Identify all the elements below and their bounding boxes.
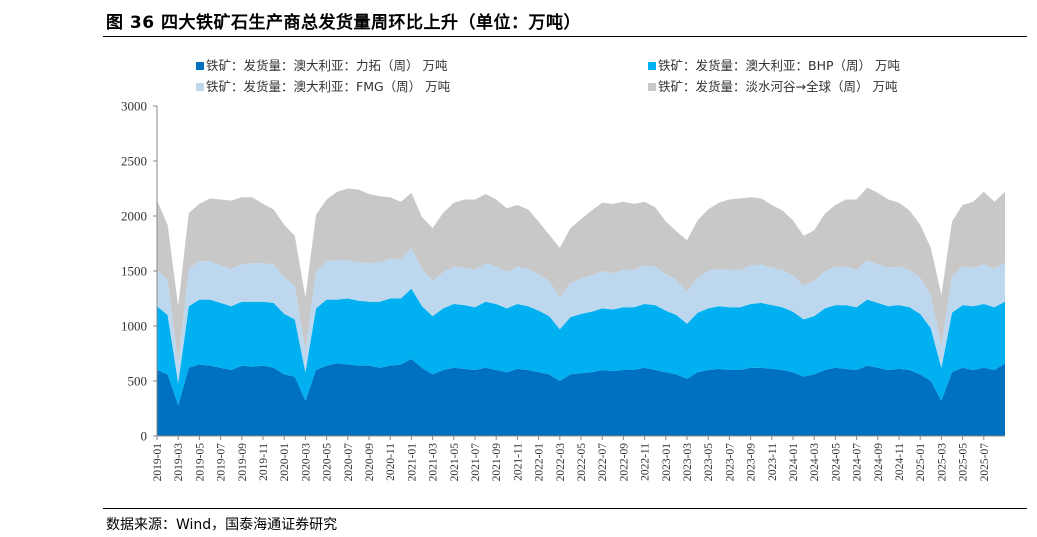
x-tick-label: 2019-03 — [173, 443, 185, 482]
x-tick-label: 2022-07 — [597, 443, 609, 482]
x-tick-label: 2024-09 — [873, 443, 885, 482]
x-tick-label: 2024-07 — [852, 443, 864, 482]
x-tick-label: 2021-09 — [491, 443, 503, 482]
x-tick-label: 2020-03 — [300, 443, 312, 482]
legend-label: 铁矿：发货量：澳大利亚：FMG（周） 万吨 — [206, 79, 451, 94]
x-tick-label: 2019-01 — [152, 443, 164, 482]
area-series-3 — [157, 247, 1005, 384]
legend-swatch — [196, 83, 204, 91]
legend: 铁矿：发货量：澳大利亚：力拓（周） 万吨 铁矿：发货量：澳大利亚：BHP（周） 万… — [196, 58, 900, 94]
area-series-group — [157, 187, 1005, 436]
x-tick-label: 2019-05 — [194, 443, 206, 482]
source-note: 数据来源：Wind，国泰海通证券研究 — [106, 517, 338, 533]
x-tick-label: 2022-11 — [640, 443, 652, 481]
y-tick-label: 1000 — [121, 319, 147, 334]
x-tick-label: 2025-01 — [915, 443, 927, 482]
legend-label: 铁矿：发货量：澳大利亚：力拓（周） 万吨 — [206, 58, 448, 73]
x-tick-label: 2023-09 — [746, 443, 758, 482]
y-tick-label: 0 — [141, 429, 148, 444]
y-tick-label: 2000 — [121, 209, 147, 224]
x-tick-label: 2021-07 — [470, 443, 482, 482]
x-tick-label: 2025-07 — [979, 443, 991, 482]
x-tick-label: 2022-09 — [618, 443, 630, 482]
x-tick-label: 2024-05 — [830, 443, 842, 482]
x-tick-label: 2020-09 — [364, 443, 376, 482]
x-tick-label: 2023-03 — [682, 443, 694, 482]
x-tick-label: 2020-11 — [385, 443, 397, 481]
x-tick-label: 2023-07 — [724, 443, 736, 482]
x-tick-label: 2024-01 — [788, 443, 800, 482]
legend-label: 铁矿：发货量：淡水河谷→全球（周） 万吨 — [658, 79, 898, 94]
area-series-2 — [157, 288, 1005, 406]
x-tick-label: 2021-05 — [449, 443, 461, 482]
x-tick-label: 2020-07 — [343, 443, 355, 482]
legend-swatch — [196, 62, 204, 70]
x-tick-label: 2020-01 — [279, 443, 291, 482]
x-tick-label: 2019-07 — [216, 443, 228, 482]
legend-swatch — [648, 62, 656, 70]
x-tick-label: 2023-01 — [661, 443, 673, 482]
x-tick-label: 2021-01 — [406, 443, 418, 482]
y-tick-label: 3000 — [121, 99, 147, 114]
figure-title: 图 36 四大铁矿石生产商总发货量周环比上升（单位：万吨） — [106, 13, 581, 33]
x-tick-label: 2019-09 — [237, 443, 249, 482]
x-tick-label: 2021-11 — [512, 443, 524, 481]
y-tick-label: 500 — [128, 374, 148, 389]
legend-label: 铁矿：发货量：澳大利亚：BHP（周） 万吨 — [658, 58, 900, 73]
legend-swatch — [648, 83, 656, 91]
title-rule — [103, 36, 1027, 37]
area-series-4 — [157, 187, 1005, 364]
x-tick-label: 2019-11 — [258, 443, 270, 481]
source-rule — [103, 508, 1027, 509]
axes-group: 0 500 1000 1500 2000 2500 3000 2019-01 2019-03 20… — [121, 99, 1005, 482]
x-tick-label: 2022-05 — [576, 443, 588, 482]
x-tick-label: 2022-03 — [555, 443, 567, 482]
x-tick-label: 2023-11 — [767, 443, 779, 481]
x-tick-label: 2021-03 — [428, 443, 440, 482]
x-tick-label: 2022-01 — [534, 443, 546, 482]
x-tick-label: 2025-05 — [958, 443, 970, 482]
y-tick-label: 2500 — [121, 154, 147, 169]
x-tick-label: 2024-03 — [809, 443, 821, 482]
x-tick-label: 2024-11 — [894, 443, 906, 481]
y-tick-label: 1500 — [121, 264, 147, 279]
x-tick-label: 2020-05 — [322, 443, 334, 482]
area-series-1 — [157, 359, 1005, 436]
x-tick-label: 2025-03 — [936, 443, 948, 482]
x-tick-label: 2023-05 — [703, 443, 715, 482]
